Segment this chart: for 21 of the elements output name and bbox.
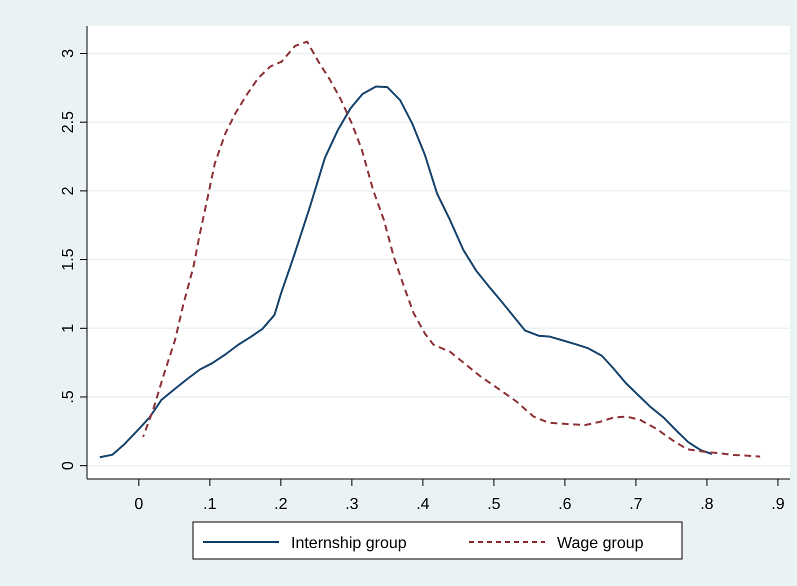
- y-tick-label: 0: [60, 461, 77, 470]
- x-tick-label: .2: [274, 496, 288, 513]
- x-tick-label: 0: [134, 496, 144, 513]
- legend-label: Wage group: [557, 535, 644, 552]
- line-series: [142, 40, 762, 458]
- y-tick-label: 3: [60, 48, 77, 58]
- x-tick-label: .9: [771, 496, 785, 513]
- legend-label: Internship group: [291, 535, 407, 552]
- x-tick-label: .8: [700, 496, 714, 513]
- x-tick-label: .6: [558, 496, 572, 513]
- x-tick-label: .3: [345, 496, 359, 513]
- x-tick-label: .1: [203, 496, 217, 513]
- y-tick-label: .5: [60, 390, 77, 404]
- y-tick-label: 1.5: [60, 248, 77, 271]
- x-tick-label: .7: [629, 496, 643, 513]
- x-tick-label: .4: [416, 496, 430, 513]
- y-tick-label: 2: [60, 186, 77, 196]
- line-series: [98, 85, 713, 458]
- x-tick-label: .5: [487, 496, 501, 513]
- y-tick-label: 2.5: [60, 110, 77, 134]
- y-tick-label: 1: [60, 324, 77, 333]
